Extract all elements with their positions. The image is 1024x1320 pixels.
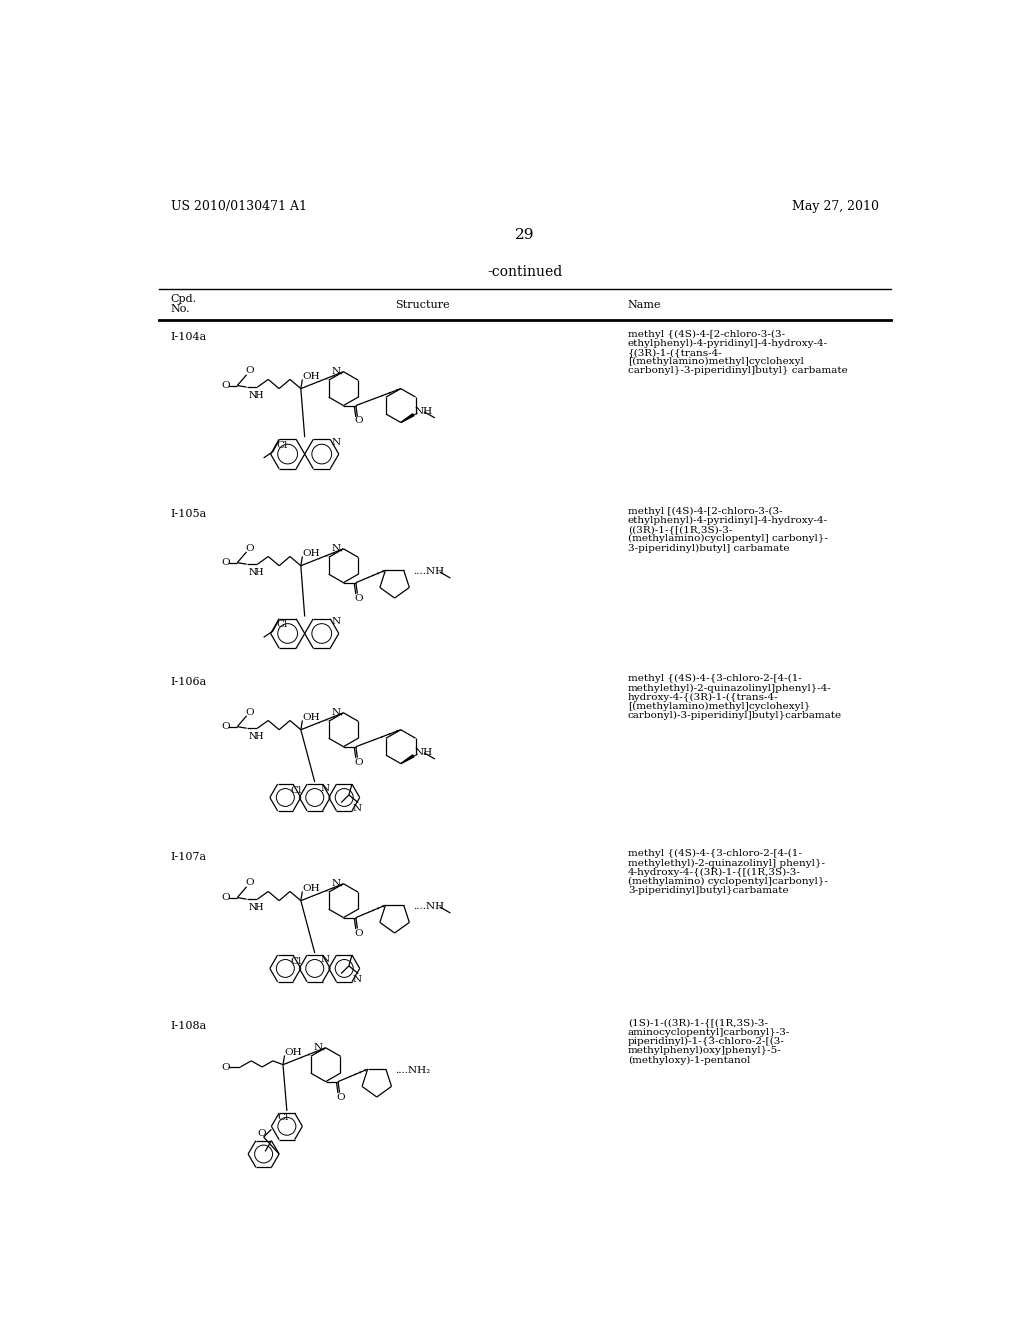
- Text: O: O: [246, 708, 254, 717]
- Text: I-107a: I-107a: [171, 851, 207, 862]
- Text: O: O: [354, 928, 362, 937]
- Text: 4-hydroxy-4-{(3R)-1-{[(1R,3S)-3-: 4-hydroxy-4-{(3R)-1-{[(1R,3S)-3-: [628, 867, 801, 876]
- Text: methyl {(4S)-4-{3-chloro-2-[4-(1-: methyl {(4S)-4-{3-chloro-2-[4-(1-: [628, 849, 802, 858]
- Text: ethylphenyl)-4-pyridinyl]-4-hydroxy-4-: ethylphenyl)-4-pyridinyl]-4-hydroxy-4-: [628, 516, 828, 525]
- Text: N: N: [313, 1043, 323, 1052]
- Text: ....NH: ....NH: [414, 568, 444, 577]
- Text: I-108a: I-108a: [171, 1022, 207, 1031]
- Text: H: H: [254, 733, 263, 741]
- Text: N: N: [331, 367, 340, 376]
- Text: OH: OH: [302, 884, 319, 892]
- Text: (methyloxy)-1-pentanol: (methyloxy)-1-pentanol: [628, 1056, 751, 1065]
- Text: methyl [(4S)-4-[2-chloro-3-(3-: methyl [(4S)-4-[2-chloro-3-(3-: [628, 507, 782, 516]
- Text: NH: NH: [415, 748, 433, 758]
- Text: ....NH: ....NH: [414, 903, 444, 911]
- Text: (1S)-1-((3R)-1-{[(1R,3S)-3-: (1S)-1-((3R)-1-{[(1R,3S)-3-: [628, 1019, 768, 1027]
- Text: Cl: Cl: [278, 1113, 289, 1122]
- Text: Cl: Cl: [290, 957, 301, 966]
- Text: O: O: [222, 894, 230, 902]
- Text: N: N: [248, 568, 257, 577]
- Text: US 2010/0130471 A1: US 2010/0130471 A1: [171, 199, 306, 213]
- Text: carbonyl}-3-piperidinyl]butyl} carbamate: carbonyl}-3-piperidinyl]butyl} carbamate: [628, 367, 848, 375]
- Text: H: H: [254, 903, 263, 912]
- Text: N: N: [321, 956, 330, 964]
- Text: N: N: [352, 975, 361, 983]
- Text: OH: OH: [302, 549, 319, 558]
- Text: ....NH₂: ....NH₂: [395, 1067, 431, 1076]
- Text: 3-piperidinyl)butyl] carbamate: 3-piperidinyl)butyl] carbamate: [628, 544, 790, 553]
- Text: O: O: [222, 558, 230, 568]
- Text: N: N: [248, 733, 257, 741]
- Text: N: N: [352, 804, 361, 813]
- Text: aminocyclopentyl]carbonyl}-3-: aminocyclopentyl]carbonyl}-3-: [628, 1028, 791, 1036]
- Text: N: N: [332, 438, 341, 447]
- Text: N: N: [331, 544, 340, 553]
- Text: Cpd.: Cpd.: [171, 294, 197, 305]
- Text: [(methylamino)methyl]cyclohexyl: [(methylamino)methyl]cyclohexyl: [628, 358, 804, 366]
- Text: H: H: [254, 391, 263, 400]
- Text: ((3R)-1-{[(1R,3S)-3-: ((3R)-1-{[(1R,3S)-3-: [628, 525, 732, 535]
- Text: ethylphenyl)-4-pyridinyl]-4-hydroxy-4-: ethylphenyl)-4-pyridinyl]-4-hydroxy-4-: [628, 339, 828, 347]
- Text: O: O: [354, 594, 362, 602]
- Text: (methylamino) cyclopentyl]carbonyl}-: (methylamino) cyclopentyl]carbonyl}-: [628, 876, 827, 886]
- Text: I-105a: I-105a: [171, 510, 207, 519]
- Text: -continued: -continued: [487, 265, 562, 280]
- Text: OH: OH: [302, 372, 319, 380]
- Text: [(methylamino)methyl]cyclohexyl}: [(methylamino)methyl]cyclohexyl}: [628, 702, 810, 711]
- Text: O: O: [354, 417, 362, 425]
- Text: methylethyl)-2-quinazolinyl] phenyl}-: methylethyl)-2-quinazolinyl] phenyl}-: [628, 858, 825, 867]
- Polygon shape: [400, 755, 414, 763]
- Text: O: O: [246, 544, 254, 553]
- Text: 3-piperidinyl]butyl}carbamate: 3-piperidinyl]butyl}carbamate: [628, 886, 788, 895]
- Text: O: O: [222, 381, 230, 389]
- Text: O: O: [246, 367, 254, 375]
- Text: Cl: Cl: [276, 620, 288, 630]
- Text: No.: No.: [171, 305, 190, 314]
- Text: N: N: [248, 391, 257, 400]
- Text: N: N: [248, 903, 257, 912]
- Text: {(3R)-1-({trans-4-: {(3R)-1-({trans-4-: [628, 348, 723, 356]
- Text: NH: NH: [415, 408, 433, 416]
- Text: May 27, 2010: May 27, 2010: [792, 199, 879, 213]
- Text: O: O: [337, 1093, 345, 1101]
- Text: N: N: [332, 618, 341, 627]
- Text: methylethyl)-2-quinazolinyl]phenyl}-4-: methylethyl)-2-quinazolinyl]phenyl}-4-: [628, 684, 831, 693]
- Text: 29: 29: [515, 228, 535, 243]
- Text: (methylamino)cyclopentyl] carbonyl}-: (methylamino)cyclopentyl] carbonyl}-: [628, 535, 827, 544]
- Text: I-104a: I-104a: [171, 333, 207, 342]
- Text: Name: Name: [628, 301, 662, 310]
- Text: O: O: [257, 1130, 266, 1138]
- Text: O: O: [246, 879, 254, 887]
- Text: H: H: [254, 568, 263, 577]
- Text: methyl {(4S)-4-[2-chloro-3-(3-: methyl {(4S)-4-[2-chloro-3-(3-: [628, 330, 785, 338]
- Text: hydroxy-4-{(3R)-1-({trans-4-: hydroxy-4-{(3R)-1-({trans-4-: [628, 693, 778, 702]
- Text: O: O: [222, 722, 230, 731]
- Text: O: O: [354, 758, 362, 767]
- Text: Cl: Cl: [290, 785, 301, 795]
- Text: N: N: [331, 709, 340, 717]
- Text: carbonyl)-3-piperidinyl]butyl}carbamate: carbonyl)-3-piperidinyl]butyl}carbamate: [628, 711, 842, 721]
- Text: Cl: Cl: [276, 441, 288, 450]
- Text: OH: OH: [285, 1048, 302, 1057]
- Text: I-106a: I-106a: [171, 677, 207, 686]
- Text: Structure: Structure: [395, 301, 450, 310]
- Polygon shape: [400, 414, 414, 422]
- Text: piperidinyl)-1-{3-chloro-2-[(3-: piperidinyl)-1-{3-chloro-2-[(3-: [628, 1038, 784, 1047]
- Text: methyl {(4S)-4-{3-chloro-2-[4-(1-: methyl {(4S)-4-{3-chloro-2-[4-(1-: [628, 675, 802, 684]
- Text: N: N: [331, 879, 340, 888]
- Text: O: O: [222, 1063, 230, 1072]
- Text: OH: OH: [302, 713, 319, 722]
- Text: N: N: [321, 784, 330, 793]
- Text: methylphenyl)oxy]phenyl}-5-: methylphenyl)oxy]phenyl}-5-: [628, 1047, 781, 1056]
